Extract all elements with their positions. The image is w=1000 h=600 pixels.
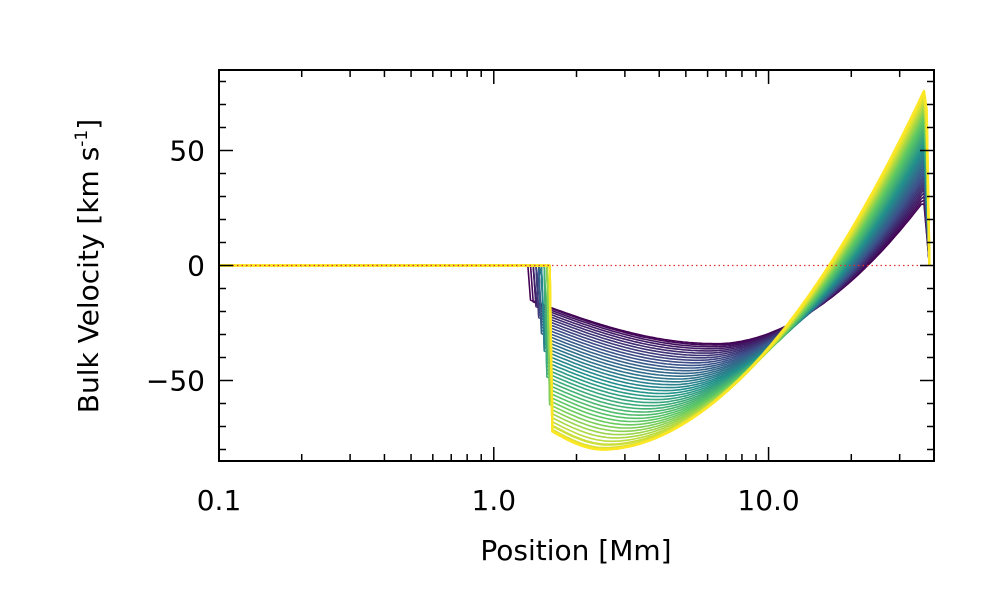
x-tick-label: 1.0 <box>472 484 517 517</box>
x-tick-label: 10.0 <box>737 484 799 517</box>
velocity-series-line <box>219 109 931 433</box>
velocity-series-line <box>219 148 931 389</box>
y-tick-label: −50 <box>146 365 205 398</box>
velocity-series-line <box>219 195 931 348</box>
velocity-series-line <box>219 140 931 398</box>
velocity-series-group <box>219 89 931 451</box>
x-tick-labels: 0.1 1.0 10.0 <box>197 484 800 517</box>
velocity-series-line <box>219 188 931 352</box>
axis-ticks <box>218 70 935 461</box>
velocity-series-line <box>219 163 931 375</box>
velocity-series-line <box>219 168 931 369</box>
velocity-series-line <box>219 146 931 392</box>
y-axis-title-close: ] <box>72 119 105 130</box>
y-tick-label: 50 <box>169 135 205 168</box>
velocity-series-line <box>219 123 931 416</box>
velocity-series-line <box>219 118 931 423</box>
x-tick-label: 0.1 <box>197 484 242 517</box>
velocity-series-line <box>219 177 931 362</box>
y-tick-label: 0 <box>187 250 205 283</box>
velocity-series-line <box>219 95 931 450</box>
y-tick-labels: 50 0 −50 <box>146 135 205 398</box>
velocity-series-line <box>219 115 931 426</box>
y-axis-title-superscript: -1 <box>72 130 92 147</box>
velocity-series-line <box>219 180 931 359</box>
velocity-series-line <box>219 182 931 357</box>
y-axis-title: Bulk Velocity [km s-1] <box>72 119 105 413</box>
x-axis-title: Position [Mm] <box>480 534 671 567</box>
y-axis-title-main: Bulk Velocity [km s <box>72 147 105 414</box>
velocity-series-line <box>219 154 931 383</box>
velocity-series-line <box>219 132 931 407</box>
velocity-series-line <box>219 101 931 443</box>
